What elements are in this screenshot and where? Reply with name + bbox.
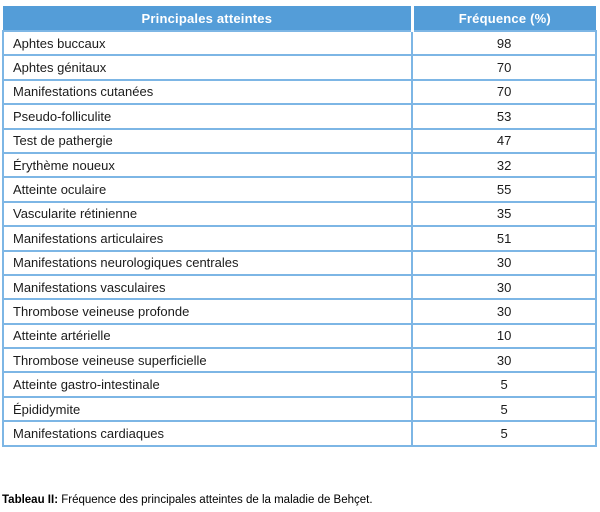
table-row: Épididymite 5 — [1, 395, 597, 423]
frequence-cell: 30 — [411, 273, 597, 301]
atteinte-cell: Pseudo-folliculite — [1, 103, 414, 130]
table-row: Manifestations articulaires 51 — [1, 225, 597, 252]
table-header-row: Principales atteintes Fréquence (%) — [3, 6, 596, 31]
table-caption-text: Fréquence des principales atteintes de l… — [58, 494, 373, 506]
atteinte-cell: Épididymite — [1, 395, 414, 423]
atteinte-cell: Thrombose veineuse profonde — [1, 298, 414, 325]
table-row: Manifestations neurologiques centrales 3… — [1, 249, 597, 276]
atteinte-cell: Vascularite rétinienne — [1, 200, 414, 228]
table-row: Test de pathergie 47 — [1, 127, 597, 154]
frequence-cell: 5 — [411, 395, 597, 423]
table-row: Thrombose veineuse profonde 30 — [1, 298, 597, 325]
table-row: Atteinte artérielle 10 — [1, 322, 597, 350]
table-row: Aphtes buccaux 98 — [1, 29, 597, 57]
atteinte-cell: Aphtes génitaux — [1, 54, 414, 81]
frequence-cell: 70 — [411, 78, 597, 106]
frequency-table: Principales atteintes Fréquence (%) Apht… — [1, 6, 597, 447]
table-caption-label: Tableau II: — [2, 494, 59, 506]
table-row: Manifestations cutanées 70 — [1, 78, 597, 106]
frequence-cell: 5 — [411, 420, 597, 447]
atteinte-cell: Aphtes buccaux — [1, 29, 414, 57]
table-row: Vascularite rétinienne 35 — [1, 200, 597, 228]
frequence-cell: 30 — [411, 298, 597, 325]
frequence-cell: 47 — [411, 127, 597, 154]
atteinte-cell: Manifestations cutanées — [1, 78, 414, 106]
table-row: Manifestations cardiaques 5 — [1, 420, 597, 447]
table-row: Atteinte gastro-intestinale 5 — [1, 371, 597, 398]
atteinte-cell: Manifestations articulaires — [1, 225, 414, 252]
frequence-cell: 53 — [411, 103, 597, 130]
atteinte-cell: Atteinte gastro-intestinale — [1, 371, 414, 398]
table-caption: Tableau II: Fréquence des principales at… — [2, 494, 373, 506]
table-row: Manifestations vasculaires 30 — [1, 273, 597, 301]
frequence-cell: 32 — [411, 151, 597, 179]
atteinte-cell: Test de pathergie — [1, 127, 414, 154]
table-row: Érythème noueux 32 — [1, 151, 597, 179]
frequence-cell: 30 — [411, 249, 597, 276]
frequence-cell: 98 — [411, 29, 597, 57]
atteinte-cell: Thrombose veineuse superficielle — [1, 347, 414, 374]
table-row: Atteinte oculaire 55 — [1, 176, 597, 203]
atteinte-cell: Atteinte oculaire — [1, 176, 414, 203]
frequence-cell: 10 — [411, 322, 597, 350]
atteinte-cell: Érythème noueux — [1, 151, 414, 179]
atteinte-cell: Manifestations vasculaires — [1, 273, 414, 301]
column-header-principales-atteintes: Principales atteintes — [3, 6, 413, 31]
table-row: Thrombose veineuse superficielle 30 — [1, 347, 597, 374]
frequence-cell: 5 — [411, 371, 597, 398]
atteinte-cell: Atteinte artérielle — [1, 322, 414, 350]
frequence-cell: 70 — [411, 54, 597, 81]
table-row: Pseudo-folliculite 53 — [1, 103, 597, 130]
atteinte-cell: Manifestations cardiaques — [1, 420, 414, 447]
table-body: Aphtes buccaux 98 Aphtes génitaux 70 Man… — [1, 29, 597, 447]
frequence-cell: 51 — [411, 225, 597, 252]
frequence-cell: 30 — [411, 347, 597, 374]
table-row: Aphtes génitaux 70 — [1, 54, 597, 81]
frequence-cell: 35 — [411, 200, 597, 228]
frequence-cell: 55 — [411, 176, 597, 203]
column-header-frequence: Fréquence (%) — [410, 6, 596, 31]
atteinte-cell: Manifestations neurologiques centrales — [1, 249, 414, 276]
